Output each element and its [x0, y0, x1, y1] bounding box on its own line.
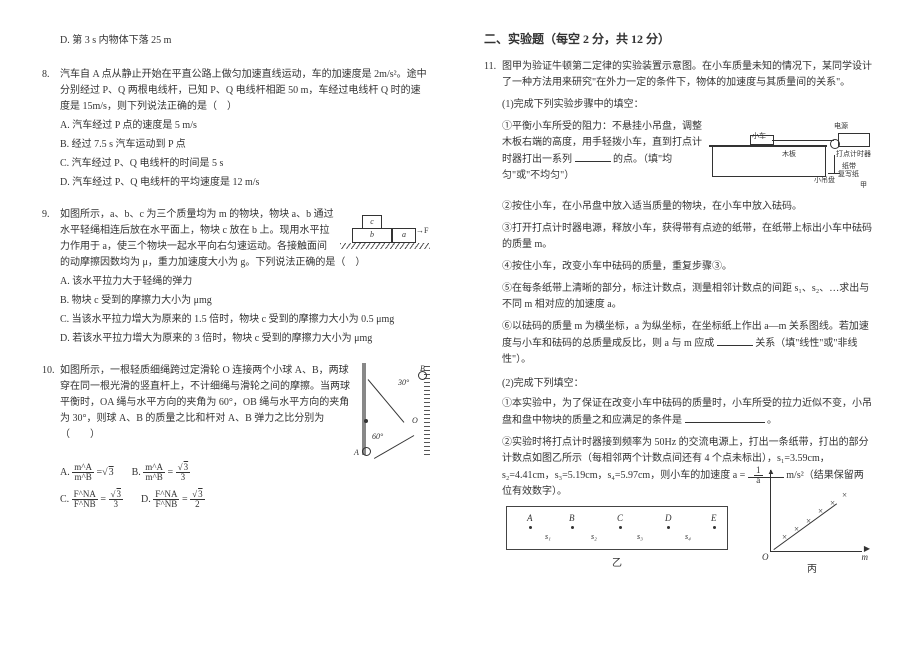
- opt-c: C. F^NAF^NB = √33: [60, 490, 123, 509]
- q-stem: 图甲为验证牛顿第二定律的实验装置示意图。在小车质量未知的情况下，某同学设计了一种…: [502, 59, 872, 91]
- section-title: 二、实验题（每空 2 分，共 12 分）: [484, 30, 872, 49]
- opt-b: B. 物块 c 受到的摩擦力大小为 μmg: [60, 293, 430, 309]
- opt-b: B. 经过 7.5 s 汽车运动到 P 点: [60, 137, 430, 153]
- block-a: a: [392, 228, 416, 243]
- opt-text: D. 第 3 s 内物体下落 25 m: [60, 33, 430, 49]
- surface: [340, 243, 430, 249]
- block-b: b: [352, 228, 392, 243]
- figure-graph: ▲ ▶ 1a m O × × × × × × 丙: [752, 464, 872, 564]
- timer-icon: [838, 133, 870, 147]
- question-10: 10. O A B 30° 60° 如图所示，一根轻质细绳跨过定滑轮 O 连接两: [42, 363, 430, 509]
- label-pan: 小吊盘: [814, 175, 835, 186]
- label-b: B: [420, 363, 425, 376]
- question-8: 8. 汽车自 A 点从静止开始在平直公路上做匀加速直线运动，车的加速度是 2m/…: [42, 67, 430, 191]
- dot: [713, 526, 716, 529]
- opt-b: B. m^Am^B = √33: [132, 463, 191, 482]
- question-9: 9. c b a →F 如图所示，a、b、c 为三个质量均为 m 的物块，物块 …: [42, 207, 430, 347]
- force-arrow: →F: [416, 225, 428, 238]
- label-timer: 打点计时器: [836, 149, 871, 160]
- y-label: 1a: [754, 466, 763, 485]
- stem-text: 如图所示，a、b、c 为三个质量均为 m 的物块，物块 a、b 通过水平轻绳相连…: [60, 209, 365, 268]
- figure-blocks: c b a →F: [340, 207, 430, 249]
- opt-a: A. 该水平拉力大于轻绳的弹力: [60, 274, 430, 290]
- hanger: [834, 155, 835, 173]
- label-power: 电源: [834, 121, 848, 132]
- opt-a: A. 汽车经过 P 点的速度是 5 m/s: [60, 118, 430, 134]
- q-stem: c b a →F 如图所示，a、b、c 为三个质量均为 m 的物块，物块 a、b…: [60, 207, 430, 271]
- stem-text: 如图所示，一根轻质细绳跨过定滑轮 O 连接两个小球 A、B，两球穿在同一根光滑的…: [60, 365, 350, 440]
- q-num: 8.: [42, 67, 60, 115]
- arrow-icon: ▲: [767, 466, 775, 479]
- rod: [362, 363, 366, 455]
- left-column: D. 第 3 s 内物体下落 25 m 8. 汽车自 A 点从静止开始在平直公路…: [0, 0, 460, 650]
- part2: (2)完成下列填空：: [502, 376, 872, 392]
- opt-c: C. 汽车经过 P、Q 电线杆的时间是 5 s: [60, 156, 430, 172]
- q-num: 10.: [42, 363, 60, 455]
- dot: [571, 526, 574, 529]
- cross-icon: ×: [782, 530, 787, 544]
- table-body: [712, 145, 826, 177]
- step5: ⑤在每条纸带上清晰的部分，标注计数点，测量相邻计数点的间距 s₁、s₂、…求出与…: [502, 281, 872, 313]
- figure-pulley: O A B 30° 60°: [362, 363, 430, 455]
- cross-icon: ×: [806, 514, 811, 528]
- ball-a: [362, 447, 371, 456]
- q-stem: O A B 30° 60° 如图所示，一根轻质细绳跨过定滑轮 O 连接两个小球 …: [60, 363, 430, 455]
- cross-icon: ×: [830, 496, 835, 510]
- label-o: O: [412, 415, 418, 428]
- step21: ①本实验中，为了保证在改变小车中砝码的质量时，小车所受的拉力近似不变，小吊盘和盘…: [502, 396, 872, 429]
- step4: ④按住小车，改变小车中砝码的质量，重复步骤③。: [502, 259, 872, 275]
- blank-2[interactable]: [717, 335, 753, 346]
- string: [772, 140, 834, 141]
- step2: ②按住小车，在小吊盘中放入适当质量的物块，在小车中放入砝码。: [502, 199, 872, 215]
- opt-d: D. 若该水平拉力增大为原来的 3 倍时，物块 c 受到的摩擦力大小为 μmg: [60, 331, 430, 347]
- q-stem: 汽车自 A 点从静止开始在平直公路上做匀加速直线运动，车的加速度是 2m/s²。…: [60, 67, 430, 115]
- cross-icon: ×: [818, 504, 823, 518]
- caption-bing: 丙: [752, 562, 872, 578]
- step6: ⑥以砝码的质量 m 为横坐标，a 为纵坐标，在坐标纸上作出 a—m 关系图线。若…: [502, 319, 872, 368]
- opt-c: C. 当该水平拉力增大为原来的 1.5 倍时，物块 c 受到的摩擦力大小为 0.…: [60, 312, 430, 328]
- dot: [667, 526, 670, 529]
- q7-option-d: D. 第 3 s 内物体下落 25 m: [42, 33, 430, 49]
- blank-3[interactable]: [685, 412, 765, 423]
- cross-icon: ×: [794, 522, 799, 536]
- dot: [619, 526, 622, 529]
- angle-30: 30°: [398, 377, 409, 390]
- dot: [529, 526, 532, 529]
- step3: ③打开打点计时器电源，释放小车，获得带有点迹的纸带，在纸带上标出小车中砝码的质量…: [502, 221, 872, 253]
- figure-track: 小车 电源 打点计时器 木板 纸带 复写纸 小吊盘 甲: [712, 119, 872, 187]
- table-top: [709, 145, 827, 147]
- label-a: A: [354, 447, 359, 460]
- figure-tape: A B C D E s₁ s₂ s₃ s₄: [506, 506, 728, 550]
- q-num: 9.: [42, 207, 60, 271]
- label-board: 木板: [782, 149, 796, 160]
- opt-d: D. 汽车经过 P、Q 电线杆的平均速度是 12 m/s: [60, 175, 430, 191]
- right-column: 二、实验题（每空 2 分，共 12 分） 11. 图甲为验证牛顿第二定律的实验装…: [460, 0, 920, 650]
- axis-y: [770, 470, 771, 552]
- angle-60: 60°: [372, 431, 383, 444]
- point-o: [364, 419, 368, 423]
- label-fuxie: 复写纸: [838, 169, 859, 180]
- caption-jia: 甲: [860, 180, 867, 191]
- opt-d: D. F^NAF^NB = √32: [141, 490, 205, 509]
- cross-icon: ×: [842, 488, 847, 502]
- part1: (1)完成下列实验步骤中的填空：: [502, 97, 872, 113]
- q-num: 11.: [484, 59, 502, 91]
- blank-1[interactable]: [575, 151, 611, 162]
- opt-a: A. m^Am^B =√3: [60, 463, 114, 482]
- caption-yi: 乙: [502, 556, 732, 572]
- axis-x: [770, 551, 862, 552]
- label-cart: 小车: [752, 131, 766, 142]
- question-11: 11. 图甲为验证牛顿第二定律的实验装置示意图。在小车质量未知的情况下，某同学设…: [484, 59, 872, 572]
